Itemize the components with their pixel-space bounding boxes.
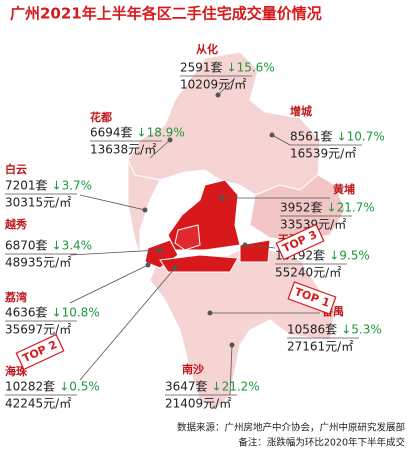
change: ↓10.7% (337, 130, 385, 144)
volume: 4636套 (5, 306, 48, 320)
note: 备注：涨跌幅为环比2020年下半年成交 (238, 437, 405, 449)
district-name: 南沙 (182, 362, 204, 376)
price: 48935元/㎡ (5, 256, 71, 270)
volume: 2591套 (180, 61, 223, 75)
change: ↓18.9% (137, 126, 185, 140)
change: ↓3.7% (52, 179, 93, 193)
change: ↓15.6% (227, 61, 275, 75)
badge-frame (275, 223, 325, 261)
district-name: 增城 (290, 104, 312, 118)
change: ↓5.3% (341, 323, 382, 337)
price: 33539元/㎡ (280, 218, 346, 232)
leader-dot (157, 247, 163, 253)
district-name: 白云 (5, 162, 27, 176)
leader-dot (229, 342, 235, 348)
change: ↓9.5% (329, 249, 370, 263)
price: 21409元/㎡ (165, 397, 231, 411)
district-name: 黄埔 (333, 182, 355, 196)
price: 16539元/㎡ (290, 147, 356, 161)
leader-dot (219, 195, 225, 201)
volume: 7201套 (5, 179, 48, 193)
source: 数据来源：广州房地产中介协会，广州中原研究发展部 (177, 422, 405, 434)
leader-dot (207, 310, 213, 316)
badge: TOP 2 (15, 333, 65, 371)
leader-line (69, 264, 149, 304)
leader-dot (242, 242, 248, 248)
leader-line (69, 249, 161, 256)
volume: 6870套 (5, 239, 48, 253)
leader-dot (269, 132, 275, 138)
badge-frame (15, 333, 65, 371)
leader-line (149, 139, 171, 159)
change: ↓0.5% (59, 380, 100, 394)
title: 广州2021年上半年各区二手住宅成交量价情况 (10, 5, 322, 23)
leader-dot (172, 265, 178, 271)
change: ↓3.4% (52, 239, 93, 253)
district-name: 荔湾 (4, 290, 27, 304)
change: ↓21.7% (327, 201, 375, 215)
volume: 3952套 (280, 201, 323, 215)
volume: 10586套 (287, 323, 337, 337)
badge-frame (287, 281, 337, 315)
leader-line (79, 194, 146, 211)
price: 35697元/㎡ (5, 323, 71, 337)
volume: 6694套 (90, 126, 133, 140)
volume: 3647套 (165, 380, 208, 394)
leader-line (217, 77, 236, 96)
change: ↓21.2% (212, 380, 260, 394)
volume: 8561套 (290, 130, 333, 144)
change: ↓10.8% (52, 306, 100, 320)
price: 13638元/㎡ (90, 143, 156, 157)
badge: TOP 1 (287, 281, 337, 315)
price: 42245元/㎡ (5, 397, 71, 411)
price: 55240元/㎡ (275, 266, 341, 280)
leader-dot (167, 137, 173, 143)
district-name: 花都 (90, 110, 112, 124)
district-name: 越秀 (4, 217, 27, 231)
price: 27161元/㎡ (287, 340, 353, 354)
district-name: 从化 (196, 42, 218, 56)
leader-line (79, 267, 176, 381)
leader-line (229, 344, 233, 396)
leader-dot (215, 92, 221, 98)
price: 30315元/㎡ (5, 196, 71, 210)
volume: 10282套 (5, 380, 55, 394)
district-name: 海珠 (5, 364, 28, 378)
leader-dot (145, 262, 151, 268)
price: 10209元/㎡ (180, 78, 246, 92)
leader-dot (142, 207, 148, 213)
leader-lines (69, 77, 330, 396)
leader-line (244, 244, 276, 249)
leader-line (271, 134, 291, 146)
